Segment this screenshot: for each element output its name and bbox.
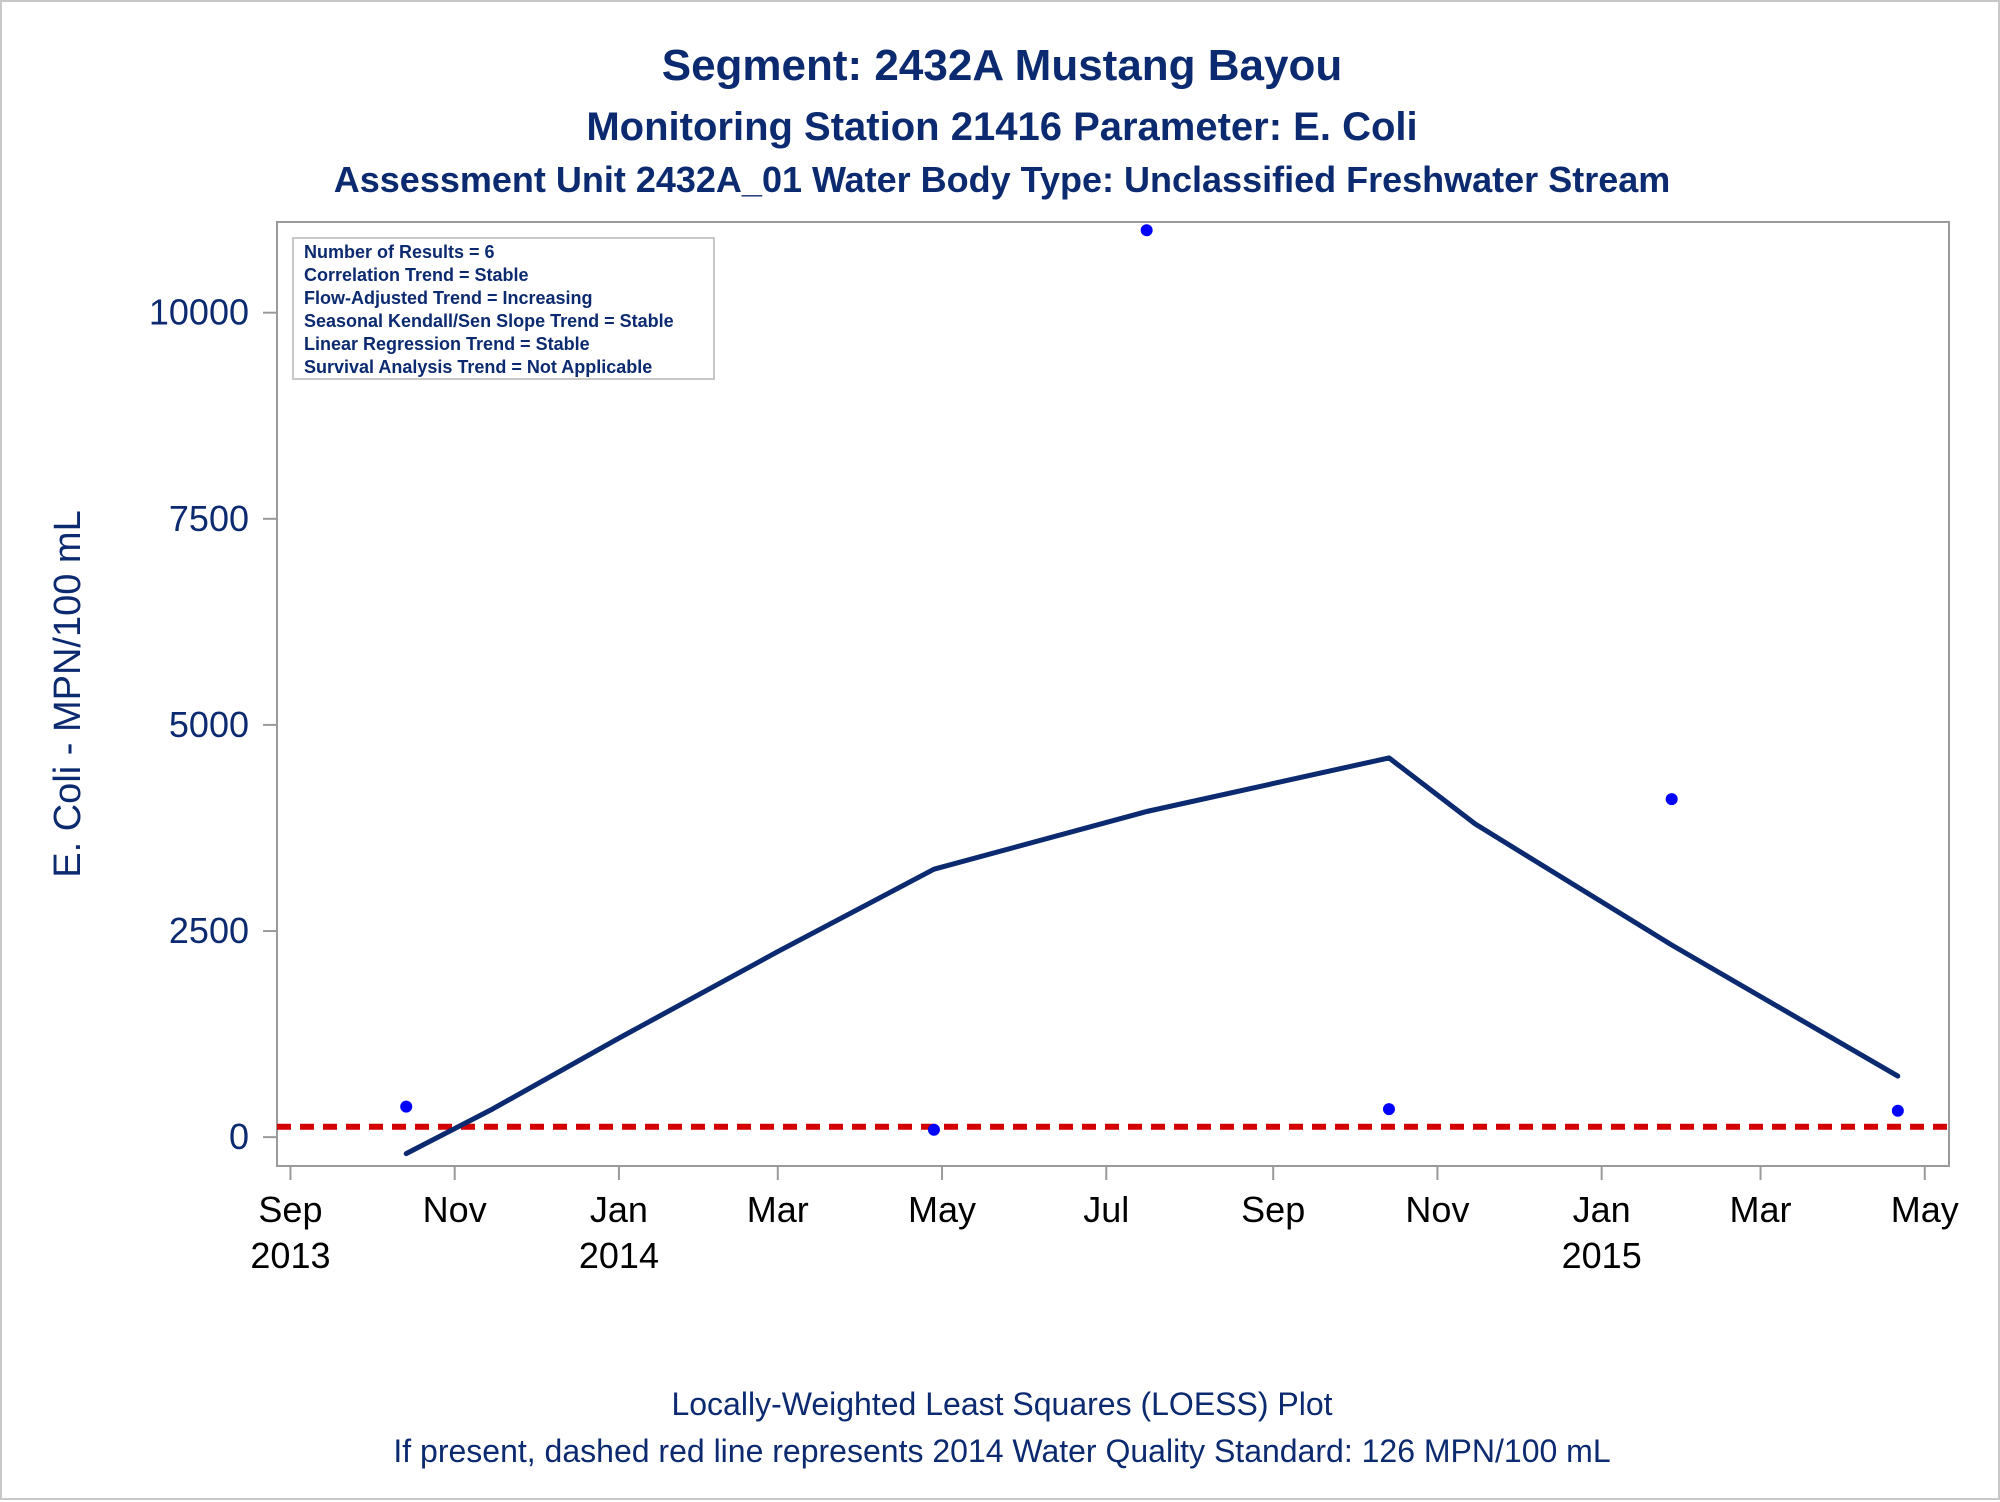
x-axis: Sep 2013 Nov Jan 2014 Mar May Jul Sep Nov Jan 2015 M… — [250, 1166, 1959, 1276]
y-tick-label: 2500 — [169, 910, 249, 951]
x-tick-label: Nov — [1405, 1189, 1469, 1230]
x-tick-label: Jul — [1083, 1189, 1129, 1230]
x-tick-year-label: 2013 — [250, 1235, 330, 1276]
chart-subtitle-2: Assessment Unit 2432A_01 Water Body Type… — [334, 159, 1671, 200]
loess-line — [403, 755, 1901, 1157]
data-point — [927, 1123, 940, 1136]
y-axis: 0 2500 5000 7500 10000 — [149, 292, 277, 1157]
y-tick-label: 7500 — [169, 498, 249, 539]
stat-correlation-trend: Correlation Trend = Stable — [304, 265, 529, 285]
x-tick-label: Sep — [258, 1189, 322, 1230]
stat-flow-adjusted-trend: Flow-Adjusted Trend = Increasing — [304, 288, 593, 308]
footnote-standard: If present, dashed red line represents 2… — [393, 1433, 1610, 1469]
x-tick-label: Nov — [423, 1189, 487, 1230]
stat-seasonal-kendall-trend: Seasonal Kendall/Sen Slope Trend = Stabl… — [304, 311, 674, 331]
x-tick-label: Sep — [1241, 1189, 1305, 1230]
data-point — [1140, 224, 1153, 237]
x-tick-label: Mar — [747, 1189, 809, 1230]
data-points-layer — [400, 224, 1904, 1136]
x-tick-year-label: 2014 — [579, 1235, 659, 1276]
data-point — [1665, 793, 1678, 806]
chart-title: Segment: 2432A Mustang Bayou — [662, 41, 1343, 90]
data-point — [1891, 1104, 1904, 1117]
stat-linear-regression-trend: Linear Regression Trend = Stable — [304, 334, 590, 354]
x-tick-label: Jan — [590, 1189, 648, 1230]
x-tick-label: Jan — [1573, 1189, 1631, 1230]
x-tick-label: May — [1891, 1189, 1959, 1230]
stat-number-of-results: Number of Results = 6 — [304, 242, 495, 262]
y-axis-label: E. Coli - MPN/100 mL — [47, 510, 89, 877]
footnote-loess: Locally-Weighted Least Squares (LOESS) P… — [671, 1386, 1332, 1422]
stats-box-border — [292, 237, 715, 380]
x-tick-label: Mar — [1730, 1189, 1792, 1230]
plot-area — [276, 221, 1950, 1167]
loess-line-layer — [403, 755, 1901, 1157]
y-tick-label: 0 — [229, 1116, 249, 1157]
stat-survival-analysis-trend: Survival Analysis Trend = Not Applicable — [304, 357, 652, 377]
y-tick-label: 10000 — [149, 292, 249, 333]
data-point — [400, 1100, 413, 1113]
x-tick-label: May — [908, 1189, 976, 1230]
data-point — [1382, 1103, 1395, 1116]
x-tick-year-label: 2015 — [1562, 1235, 1642, 1276]
y-tick-label: 5000 — [169, 704, 249, 745]
chart-subtitle: Monitoring Station 21416 Parameter: E. C… — [586, 105, 1417, 149]
stats-box: Number of Results = 6 Correlation Trend … — [292, 237, 715, 380]
